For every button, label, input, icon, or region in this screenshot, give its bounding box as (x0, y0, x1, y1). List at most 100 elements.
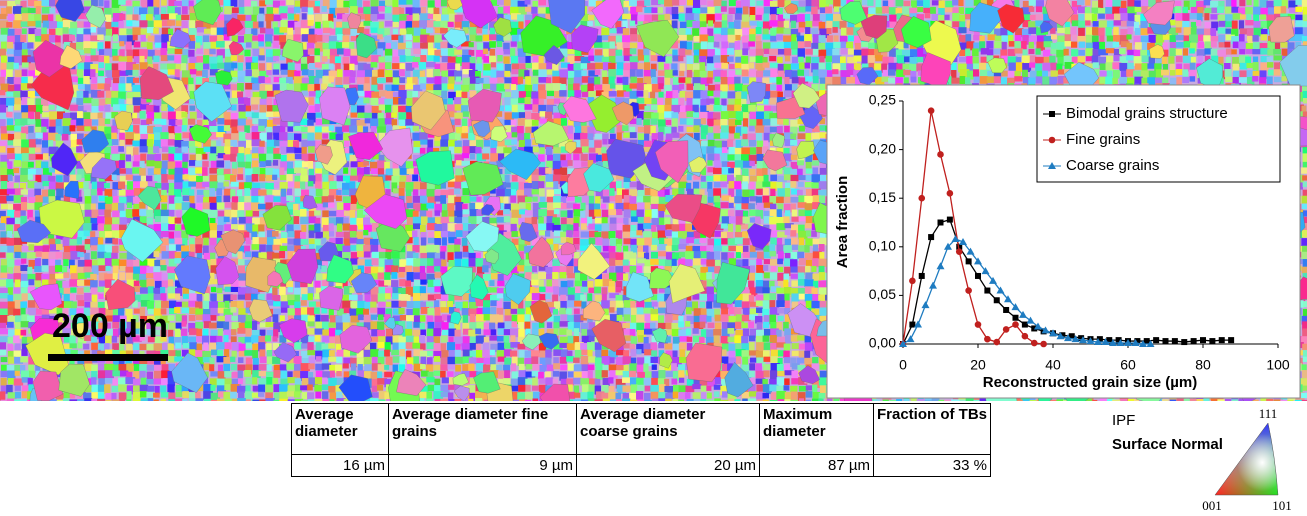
grain (161, 7, 167, 14)
grain (713, 125, 720, 133)
grain (882, 6, 889, 13)
grain (357, 91, 364, 96)
grain (378, 6, 385, 12)
grain (784, 21, 789, 28)
grain (1245, 7, 1253, 14)
grain (217, 118, 224, 124)
grain (1219, 21, 1226, 27)
grain (426, 77, 435, 83)
grain (435, 76, 443, 85)
grain (8, 106, 13, 112)
grain (1303, 153, 1307, 162)
grain (76, 34, 83, 43)
grain (1098, 14, 1105, 19)
grain (952, 0, 959, 6)
grain (1204, 0, 1212, 5)
grain (483, 56, 490, 63)
grain (666, 120, 672, 125)
grain (1029, 7, 1035, 12)
grain (1252, 35, 1258, 41)
grain (1239, 20, 1244, 29)
grain (259, 161, 265, 167)
grain (630, 62, 637, 70)
grain (132, 113, 137, 119)
grain (511, 69, 519, 74)
grain (958, 0, 963, 6)
grain (524, 70, 529, 77)
grain (28, 126, 34, 133)
grain (568, 64, 575, 72)
grain (258, 41, 264, 46)
grain (917, 7, 923, 12)
grain (811, 133, 820, 140)
grain (917, 0, 924, 6)
grain (673, 70, 678, 75)
grain (1246, 63, 1253, 68)
grain (455, 169, 462, 176)
grain (112, 175, 117, 181)
grain (384, 162, 390, 170)
grain (456, 76, 462, 81)
grain (385, 56, 392, 62)
grain (0, 49, 6, 57)
grain (455, 119, 461, 125)
grain (714, 160, 721, 168)
grain (1078, 50, 1085, 56)
grain (1078, 28, 1085, 37)
grain (1113, 70, 1120, 79)
grain (154, 168, 161, 174)
grain (238, 0, 244, 7)
grain (581, 139, 589, 147)
grain (253, 22, 260, 29)
grain (400, 55, 406, 62)
grain (1204, 13, 1209, 20)
grain (791, 175, 799, 181)
grain (700, 62, 706, 72)
grain (398, 112, 406, 120)
grain (701, 118, 706, 124)
grain (679, 71, 684, 77)
grain (350, 181, 356, 188)
grain (160, 48, 166, 55)
grain (700, 0, 707, 5)
grain (700, 84, 705, 91)
grain (476, 35, 483, 41)
grain (288, 181, 294, 187)
grain (1240, 63, 1247, 70)
grain (944, 15, 949, 20)
grain (400, 28, 406, 34)
grain (343, 168, 348, 174)
grain (140, 146, 148, 152)
grain (546, 83, 554, 91)
grain (799, 126, 805, 132)
grain (330, 0, 337, 9)
grain (561, 160, 568, 167)
grain (76, 118, 83, 126)
grain (119, 56, 127, 61)
grain (1301, 167, 1307, 173)
grain (742, 70, 749, 77)
grain (538, 181, 544, 189)
grain (1252, 76, 1258, 82)
grain (1170, 48, 1177, 56)
grain (525, 85, 532, 92)
grain (1, 56, 7, 63)
grain (812, 161, 819, 166)
grain (664, 14, 669, 20)
grain (168, 112, 177, 120)
grain (462, 126, 468, 133)
grain (246, 106, 251, 113)
grain (819, 181, 828, 189)
grain (175, 161, 182, 168)
grain (238, 168, 243, 174)
grain (294, 148, 301, 154)
grain (463, 146, 470, 154)
grain (83, 98, 93, 104)
grain (1301, 105, 1306, 111)
grain (36, 21, 42, 28)
grain (848, 36, 854, 42)
grain (489, 56, 496, 63)
grain (384, 28, 390, 35)
grain (1233, 42, 1240, 49)
grain (90, 69, 95, 78)
